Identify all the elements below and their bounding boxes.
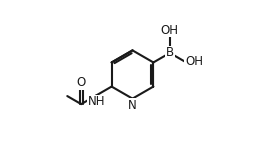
Text: OH: OH — [161, 24, 179, 37]
Text: N: N — [128, 99, 137, 112]
Text: O: O — [77, 76, 86, 90]
Text: B: B — [166, 46, 174, 59]
Text: OH: OH — [185, 55, 203, 68]
Text: NH: NH — [88, 95, 105, 108]
